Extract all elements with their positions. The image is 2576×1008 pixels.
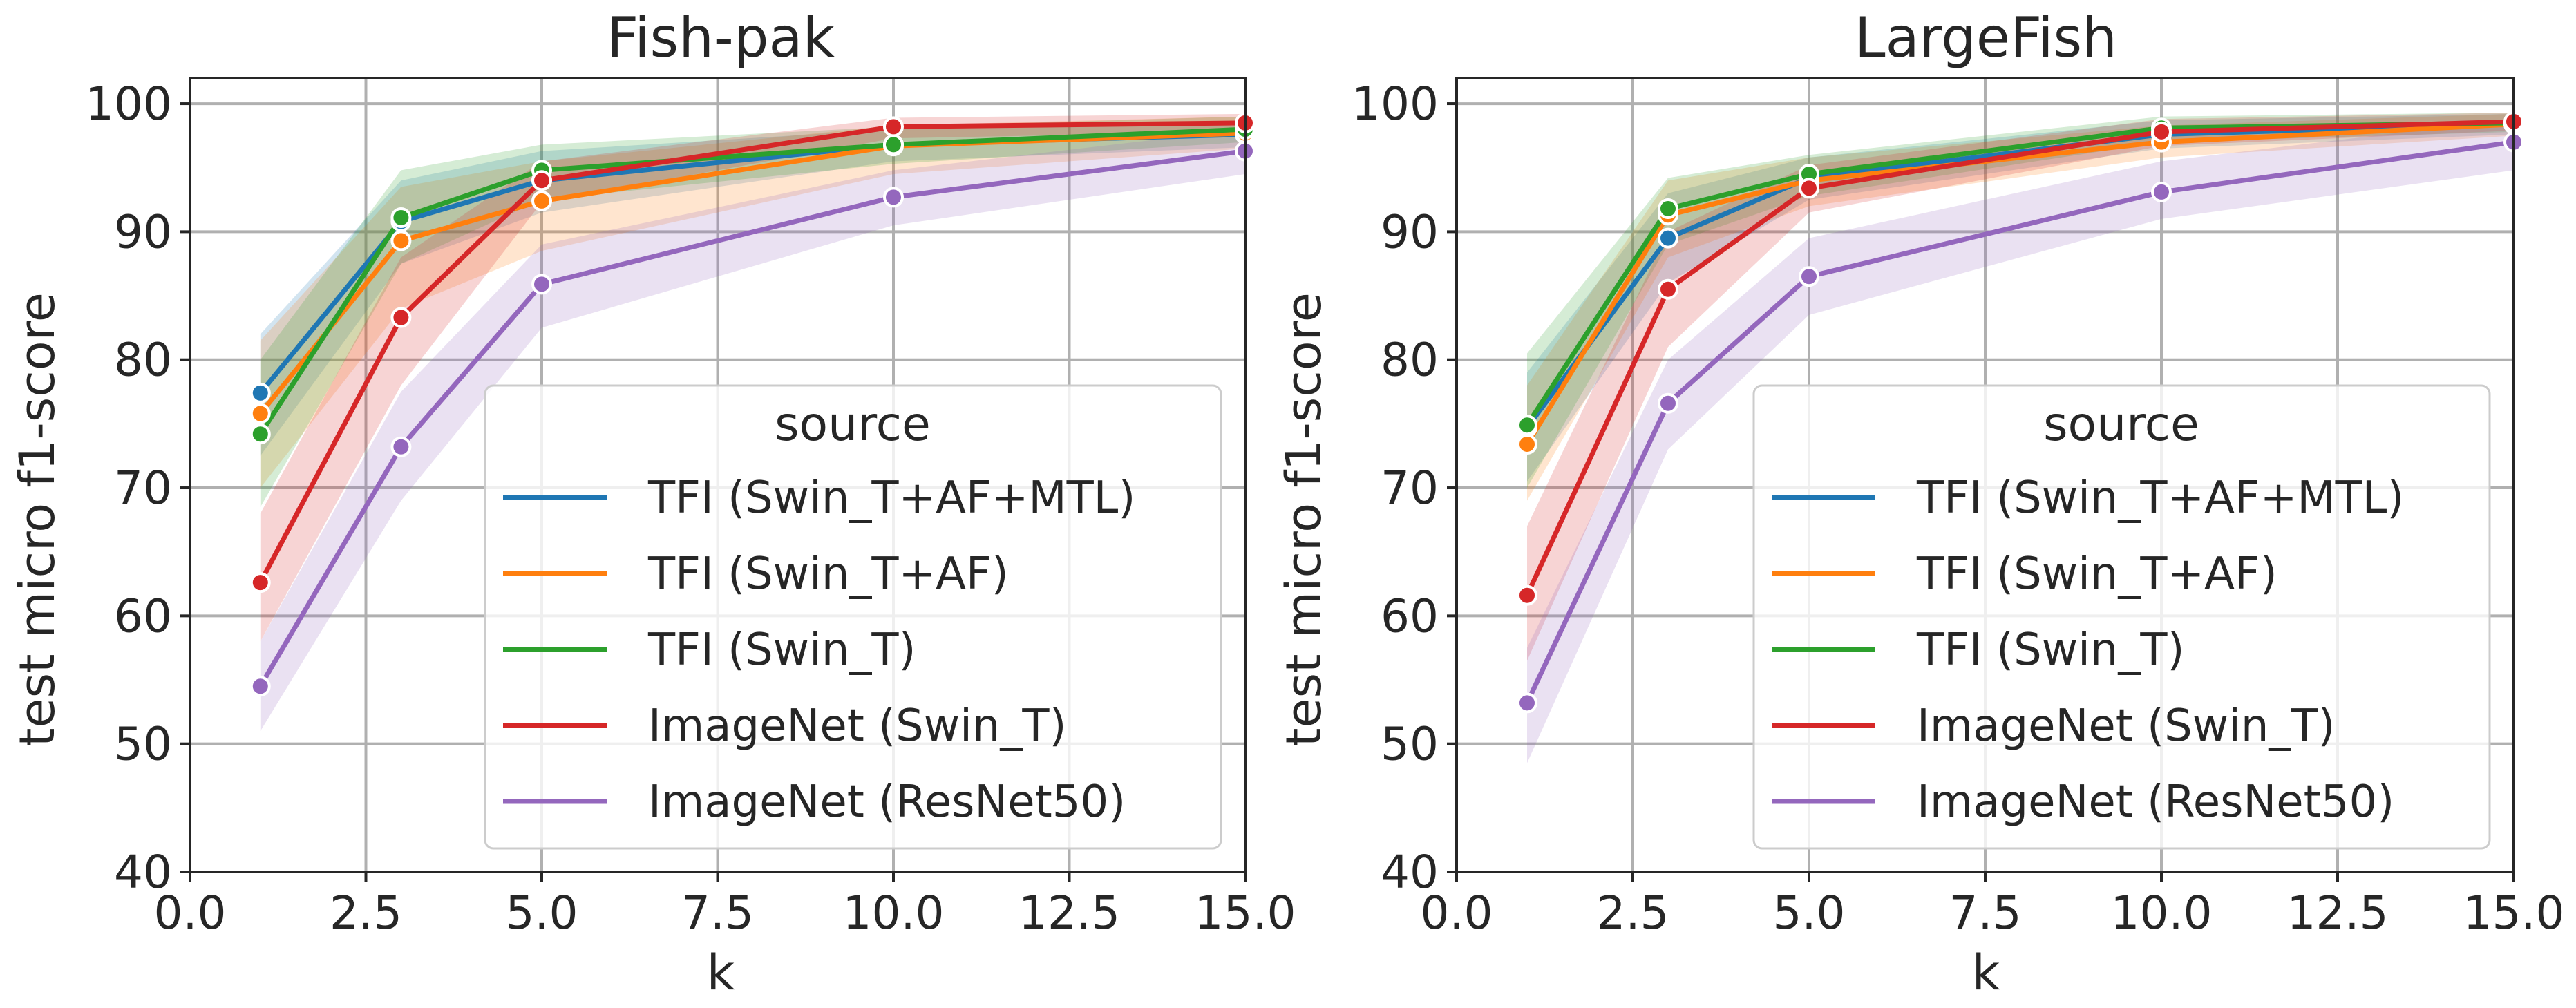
y-tick-label: 50 [1381,718,1439,771]
legend-entry-label: ImageNet (Swin_T) [1917,701,2335,752]
plot-frame [189,77,1247,873]
legend-entry-label: TFI (Swin_T+AF+MTL) [1916,473,2404,524]
data-point [390,436,412,457]
chart-title: Fish-pak [607,6,835,70]
y-tick-label: 90 [1381,205,1439,258]
data-point [531,170,552,191]
data-point [531,190,552,211]
legend-entry-label: ImageNet (ResNet50) [1917,777,2394,828]
data-point [1658,278,1678,300]
data-point [249,572,271,593]
y-tick-label: 70 [1381,462,1439,515]
x-tick-label: 0.0 [154,886,227,940]
y-axis-label: test micro f1-score [9,292,66,747]
data-point [390,207,412,229]
x-axis-label: k [1972,944,2000,1001]
x-tick-label: 10.0 [843,886,945,940]
x-tick-label: 2.5 [1597,886,1669,940]
data-point [249,676,271,697]
x-tick-label: 2.5 [330,886,402,940]
data-point [1517,584,1537,606]
y-tick-label: 100 [1352,77,1439,131]
legend-entry-label: TFI (Swin_T+AF) [1916,549,2277,600]
legend-entry-label: ImageNet (ResNet50) [648,777,1126,828]
legend-entry-label: TFI (Swin_T+AF+MTL) [647,473,1135,524]
y-tick-label: 80 [1381,334,1439,387]
legend-entry-label: TFI (Swin_T) [647,625,916,676]
x-tick-label: 15.0 [1195,886,1296,940]
y-tick-label: 50 [114,718,172,771]
legend-title: source [775,397,931,452]
data-point [249,403,271,424]
chart-panel-largefish: LargeFish test micro f1-score k 0.0 2.5 5.… [1276,6,2564,1001]
confidence-band [260,129,1245,732]
y-tick-label: 40 [1381,846,1439,899]
data-point [1517,692,1537,714]
legend-title: source [2043,397,2199,452]
y-tick-label: 100 [85,77,172,131]
y-tick-label: 70 [114,462,172,515]
confidence-band [1527,119,2514,763]
x-axis-label: k [707,944,735,1001]
data-point [2151,121,2172,142]
data-point [1799,178,1819,199]
legend-box [1752,384,2491,850]
data-point [883,116,904,137]
y-axis-label: test micro f1-score [1276,292,1332,747]
x-tick-label: 5.0 [506,886,578,940]
data-point [390,307,412,328]
data-point [1517,415,1537,436]
plot-frame [1455,77,2515,873]
y-tick-label: 40 [114,846,172,899]
x-tick-label: 5.0 [1773,886,1846,940]
y-tick-label: 90 [114,205,172,258]
confidence-band [1527,113,2514,488]
data-point [531,274,552,295]
y-tick-label: 60 [1381,589,1439,643]
data-point [1658,198,1678,220]
data-point [883,187,904,208]
chart-title: LargeFish [1855,6,2117,70]
data-point [1658,392,1678,414]
data-point [390,230,412,251]
data-point [249,382,271,403]
plot-area: 0.0 2.5 5.0 7.5 10.0 12.5 15.0 40 50 60 70 80 90 100 [1352,77,2564,940]
legend-entry-label: TFI (Swin_T) [1916,625,2184,676]
confidence-band [1527,113,2514,482]
y-tick-label: 60 [114,589,172,643]
x-tick-label: 12.5 [1019,886,1120,940]
x-tick-label: 10.0 [2111,886,2213,940]
legend-entry-label: ImageNet (Swin_T) [648,701,1066,752]
data-point [883,134,904,155]
data-point [249,424,271,445]
x-tick-label: 12.5 [2287,886,2389,940]
data-point [1658,227,1678,249]
plot-area: 0.0 2.5 5.0 7.5 10.0 12.5 15.0 40 50 60 70 80 90 100 [85,77,1296,940]
legend: source TFI (Swin_T+AF+MTL) TFI (Swin_T+AF… [484,384,1222,850]
chart-panel-fish-pak: Fish-pak test micro f1-score k 0.0 2.5 5.0… [9,6,1296,1001]
data-point [2151,181,2172,202]
x-tick-label: 0.0 [1421,886,1493,940]
x-tick-label: 7.5 [681,886,754,940]
x-tick-label: 15.0 [2463,886,2565,940]
legend-box [484,384,1222,850]
confidence-band [260,113,1245,642]
x-tick-label: 7.5 [1949,886,2022,940]
y-tick-label: 80 [114,334,172,387]
legend: source TFI (Swin_T+AF+MTL) TFI (Swin_T+AF… [1752,384,2491,850]
data-point [1517,434,1537,455]
confidence-band [260,120,1245,456]
data-point [1799,266,1819,287]
legend-entry-label: TFI (Swin_T+AF) [647,549,1009,600]
